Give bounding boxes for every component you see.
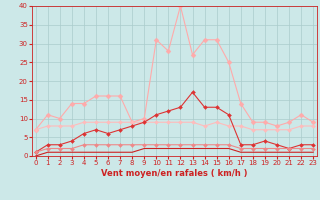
X-axis label: Vent moyen/en rafales ( km/h ): Vent moyen/en rafales ( km/h )	[101, 169, 248, 178]
